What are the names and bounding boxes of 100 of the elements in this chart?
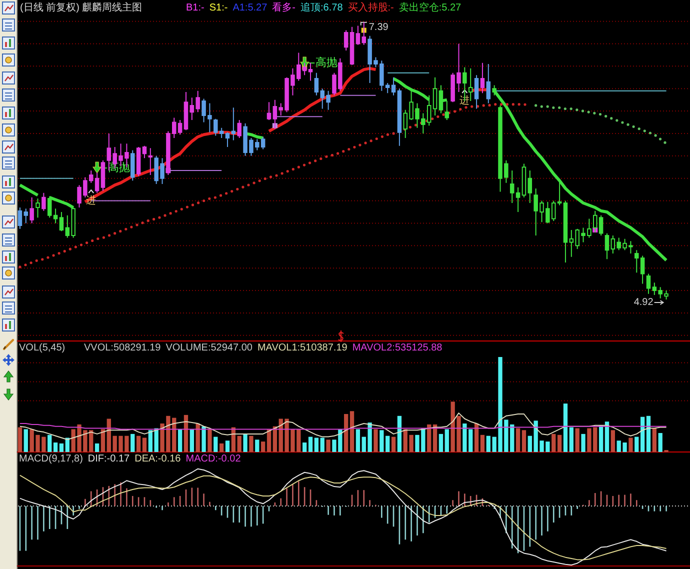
bar (208, 429, 212, 452)
bar (634, 436, 639, 452)
bar (640, 416, 645, 452)
candlestick (604, 232, 610, 260)
bar (658, 433, 662, 452)
candlestick (480, 62, 485, 94)
annotation: 买入持股:- (348, 2, 394, 14)
annotation: 高抛 (316, 56, 338, 69)
annotation: A1:5.27 (232, 2, 268, 14)
candlestick (510, 170, 514, 204)
candlestick (516, 186, 520, 212)
text: DIF:-0.17 (88, 454, 130, 464)
bar (427, 424, 432, 452)
candlestick (47, 196, 52, 218)
bar (106, 418, 111, 452)
bar (94, 443, 100, 452)
candlestick (184, 91, 188, 131)
chart-title: (日线 前复权) 麒麟周线主图 (20, 2, 142, 14)
bar (628, 438, 633, 452)
candlestick (397, 88, 402, 146)
candlestick (136, 146, 141, 177)
annotation: 追顶:6.78 (300, 2, 344, 14)
bar (214, 436, 218, 452)
bar (598, 425, 604, 452)
candlestick (468, 68, 473, 102)
candlestick (237, 120, 242, 138)
bar (386, 436, 390, 452)
candlestick (231, 107, 236, 141)
bar (486, 436, 490, 452)
bar (350, 411, 354, 452)
bar (202, 426, 206, 452)
bar (380, 430, 384, 452)
bar (243, 434, 248, 452)
candlestick (266, 102, 272, 121)
annotation: 卖出空仓:5.27 (398, 2, 462, 14)
bar (320, 438, 324, 452)
bar (480, 434, 485, 452)
bar (552, 434, 556, 452)
bar (272, 426, 278, 452)
bar (302, 442, 307, 452)
text: VOL(5,45) (19, 342, 66, 354)
annotation: 7.39 (368, 22, 389, 33)
text: MAVOL1:510387.19 (257, 342, 348, 354)
bar (374, 429, 378, 452)
candlestick (344, 30, 348, 51)
candlestick (444, 100, 450, 121)
bar (178, 429, 182, 452)
bar (528, 436, 532, 452)
bar (391, 436, 396, 452)
annotation: S1:- (209, 2, 228, 14)
text: DEA:-0.16 (134, 454, 182, 464)
annotation: 4.92 (634, 296, 654, 308)
text: MACD:-0.02 (186, 454, 242, 464)
bar (24, 429, 28, 452)
bar (142, 438, 147, 452)
candlestick (53, 208, 58, 224)
bar (326, 440, 330, 452)
bar (516, 428, 520, 452)
bar (563, 404, 568, 452)
bar (610, 430, 615, 452)
bar (53, 442, 58, 452)
bar (646, 416, 651, 452)
bar (344, 414, 348, 452)
bar (18, 427, 22, 452)
candlestick (646, 273, 651, 294)
bar (225, 440, 230, 452)
bar (604, 422, 610, 452)
bar (136, 436, 141, 452)
annotation: B1:- (186, 2, 204, 14)
candlestick (24, 208, 28, 224)
candlestick (148, 148, 153, 176)
candlestick (528, 170, 532, 204)
bar (474, 424, 479, 452)
candlestick (30, 196, 34, 224)
candlestick (18, 207, 22, 230)
bar (308, 436, 313, 452)
bar (184, 414, 188, 452)
bar (261, 442, 266, 452)
bar (444, 429, 449, 452)
candlestick (225, 132, 230, 148)
candlestick (474, 74, 479, 110)
annotation: 看多- (272, 2, 296, 14)
text: VVOL:508291.19 (84, 342, 162, 354)
bar (219, 443, 224, 452)
bar (522, 430, 526, 452)
bar (255, 440, 260, 452)
bar (190, 429, 194, 452)
bar (569, 427, 574, 452)
bar (266, 429, 272, 452)
bar (196, 424, 200, 452)
text: MAVOL2:535125.88 (352, 342, 443, 354)
bar (557, 434, 562, 452)
bar (100, 429, 106, 452)
bar (148, 430, 152, 452)
candlestick (350, 26, 354, 66)
candlestick (356, 25, 360, 46)
bar (59, 443, 64, 452)
bar (237, 436, 242, 452)
text: VOLUME:52947.00 (166, 342, 253, 354)
bar (397, 416, 402, 452)
